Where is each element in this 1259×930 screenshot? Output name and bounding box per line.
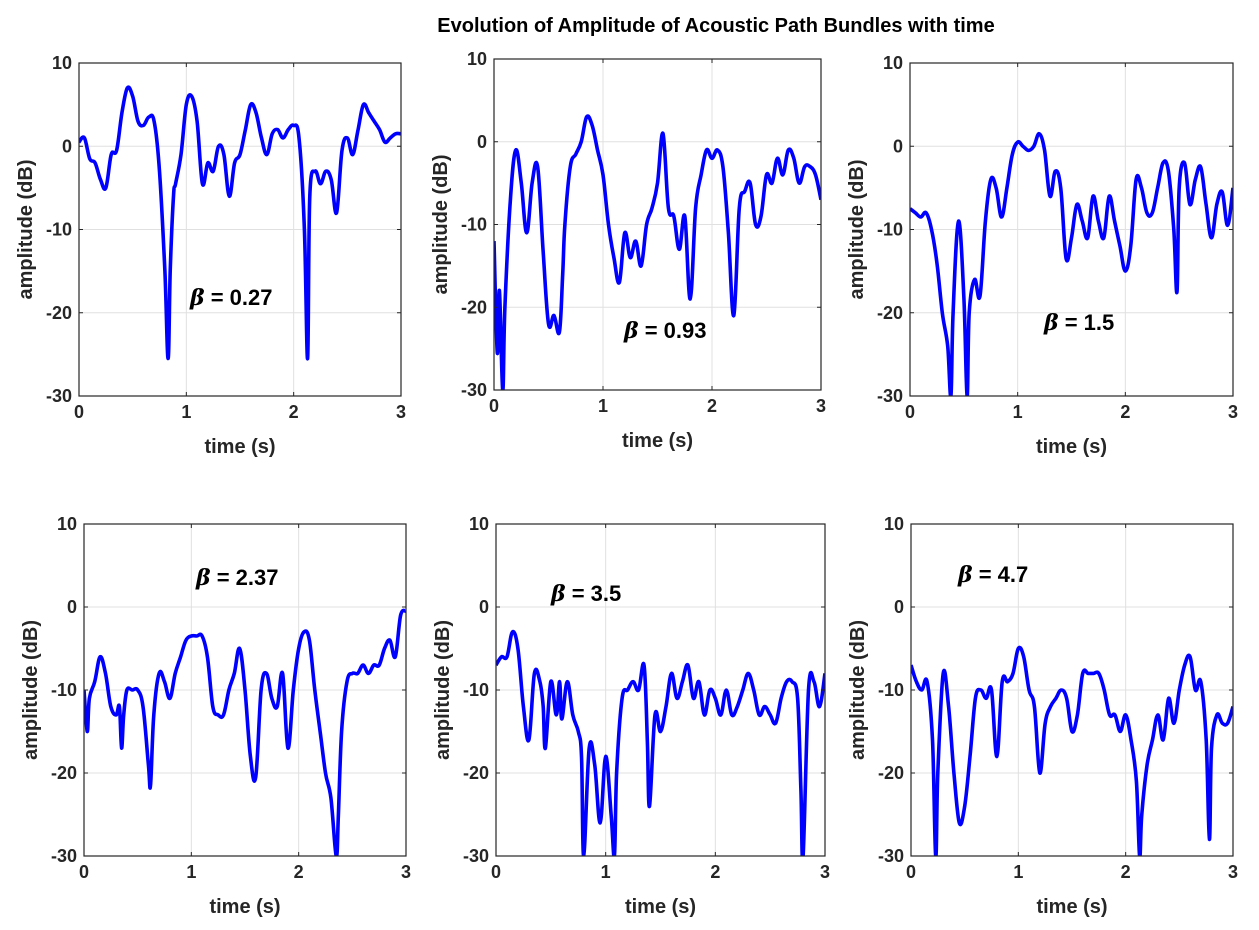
- y-tick-label: 0: [477, 132, 487, 152]
- x-axis-label: time (s): [622, 430, 693, 452]
- x-tick-label: 1: [186, 862, 196, 882]
- x-tick-label: 3: [401, 862, 411, 882]
- beta-value: = 0.93: [639, 318, 707, 343]
- y-tick-label: -10: [461, 215, 487, 235]
- x-axis-label: time (s): [1036, 896, 1107, 918]
- series-line: [911, 645, 1233, 856]
- beta-symbol: β: [189, 285, 205, 311]
- y-tick-label: -30: [461, 380, 487, 400]
- x-tick-label: 2: [289, 402, 299, 422]
- subplot-2: 0 1 2 3 10 0 -10 -20 -30 time (s) amplitude (dB) β …: [430, 49, 826, 452]
- y-tick-label: -20: [46, 303, 72, 323]
- y-tick-label: 0: [62, 136, 72, 156]
- x-tick-label: 2: [1120, 402, 1130, 422]
- y-tick-label: 0: [894, 597, 904, 617]
- x-tick-label: 3: [396, 402, 406, 422]
- y-tick-label: 10: [52, 53, 72, 73]
- y-tick-label: -30: [46, 386, 72, 406]
- x-axis-label: time (s): [209, 896, 280, 918]
- beta-annotation: β = 1.5: [1043, 310, 1114, 336]
- x-tick-label: 2: [707, 396, 717, 416]
- subplot-3: 0 1 2 3 10 0 -10 -20 -30 time (s) amplitude (dB) β …: [846, 53, 1238, 458]
- y-tick-label: -30: [877, 386, 903, 406]
- y-tick-label: -10: [46, 220, 72, 240]
- y-axis-label: amplitude (dB): [430, 155, 452, 295]
- y-tick-label: -10: [51, 680, 77, 700]
- subplot-1: 0 1 2 3 10 0 -10 -20 -30 time (s) amplitude (dB) β …: [15, 53, 406, 458]
- x-tick-label: 0: [491, 862, 501, 882]
- x-tick-label: 2: [294, 862, 304, 882]
- y-tick-label: -30: [51, 846, 77, 866]
- y-tick-label: -20: [877, 303, 903, 323]
- y-tick-label: -30: [463, 846, 489, 866]
- y-tick-label: 0: [67, 597, 77, 617]
- y-tick-label: -20: [461, 297, 487, 317]
- y-tick-label: 10: [467, 49, 487, 69]
- beta-symbol: β: [957, 562, 973, 588]
- y-tick-label: 10: [57, 514, 77, 534]
- x-tick-label: 3: [1228, 402, 1238, 422]
- y-tick-label: -20: [51, 763, 77, 783]
- series-line: [496, 629, 825, 856]
- y-tick-label: -10: [878, 680, 904, 700]
- y-tick-label: -20: [463, 763, 489, 783]
- beta-symbol: β: [550, 581, 566, 607]
- x-axis-label: time (s): [204, 436, 275, 458]
- y-axis-label: amplitude (dB): [15, 160, 37, 300]
- y-axis-label: amplitude (dB): [847, 620, 869, 760]
- beta-value: = 2.37: [211, 565, 279, 590]
- beta-value: = 3.5: [566, 581, 622, 606]
- figure-title: Evolution of Amplitude of Acoustic Path …: [437, 15, 994, 37]
- y-tick-label: -10: [877, 220, 903, 240]
- beta-value: = 0.27: [205, 285, 273, 310]
- y-tick-label: 0: [479, 597, 489, 617]
- x-tick-label: 1: [1013, 402, 1023, 422]
- beta-annotation: β = 0.27: [189, 285, 273, 311]
- x-tick-label: 2: [710, 862, 720, 882]
- beta-annotation: β = 0.93: [623, 318, 707, 344]
- series-line: [910, 131, 1233, 396]
- x-tick-label: 1: [598, 396, 608, 416]
- y-tick-label: 10: [884, 514, 904, 534]
- x-tick-label: 3: [820, 862, 830, 882]
- y-tick-label: -20: [878, 763, 904, 783]
- beta-symbol: β: [1043, 310, 1059, 336]
- beta-annotation: β = 3.5: [550, 581, 621, 607]
- subplot-4: 0 1 2 3 10 0 -10 -20 -30 time (s) amplitude (dB) β …: [20, 514, 411, 918]
- x-tick-label: 0: [489, 396, 499, 416]
- x-tick-label: 3: [1228, 862, 1238, 882]
- y-tick-label: 10: [883, 53, 903, 73]
- beta-symbol: β: [195, 565, 211, 591]
- x-tick-label: 0: [906, 862, 916, 882]
- y-axis-label: amplitude (dB): [20, 620, 42, 760]
- beta-symbol: β: [623, 318, 639, 344]
- x-tick-label: 0: [74, 402, 84, 422]
- y-tick-label: -10: [463, 680, 489, 700]
- subplot-5: 0 1 2 3 10 0 -10 -20 -30 time (s) amplitude (dB) β …: [432, 514, 830, 918]
- x-axis-label: time (s): [1036, 436, 1107, 458]
- x-tick-label: 0: [905, 402, 915, 422]
- y-tick-label: 0: [893, 136, 903, 156]
- beta-value: = 4.7: [973, 562, 1029, 587]
- y-tick-label: 10: [469, 514, 489, 534]
- beta-value: = 1.5: [1059, 310, 1115, 335]
- beta-annotation: β = 2.37: [195, 565, 279, 591]
- x-tick-label: 2: [1121, 862, 1131, 882]
- series-line: [494, 114, 821, 390]
- y-axis-label: amplitude (dB): [846, 160, 868, 300]
- subplot-6: 0 1 2 3 10 0 -10 -20 -30 time (s) amplitude (dB) β …: [847, 514, 1238, 918]
- x-tick-label: 1: [1013, 862, 1023, 882]
- x-tick-label: 3: [816, 396, 826, 416]
- x-tick-label: 1: [181, 402, 191, 422]
- y-axis-label: amplitude (dB): [432, 620, 454, 760]
- x-tick-label: 0: [79, 862, 89, 882]
- y-tick-label: -30: [878, 846, 904, 866]
- series-line: [84, 608, 406, 856]
- x-axis-label: time (s): [625, 896, 696, 918]
- beta-annotation: β = 4.7: [957, 562, 1028, 588]
- series-line: [79, 85, 401, 361]
- x-tick-label: 1: [601, 862, 611, 882]
